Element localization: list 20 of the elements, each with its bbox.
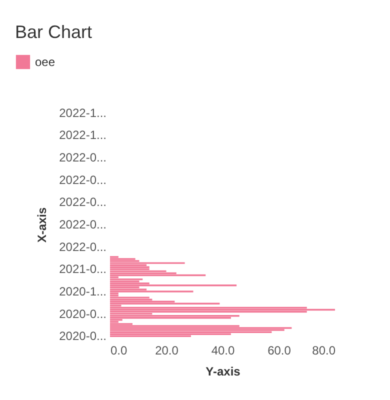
x-tick-label: 20.0 [155, 344, 179, 358]
y-tick-label: 2022-1... [59, 106, 106, 120]
x-tick-label: 0.0 [110, 344, 128, 358]
y-axis-title: X-axis [35, 207, 50, 243]
x-tick-label: 40.0 [211, 344, 235, 358]
x-axis-title: Y-axis [206, 364, 241, 378]
y-tick-label: 2020-0... [59, 306, 106, 321]
y-tick-label: 2020-1... [59, 284, 106, 298]
x-tick-label: 60.0 [268, 344, 292, 358]
y-tick-label: 2022-0... [59, 172, 106, 187]
x-tick-label: 80.0 [312, 344, 336, 358]
y-tick-label: 2022-0... [59, 240, 106, 254]
chart-title: Bar Chart [15, 22, 92, 42]
y-tick-label: 2022-0... [59, 195, 106, 210]
legend-label: oee [35, 55, 56, 69]
y-tick-label: 2021-0... [59, 262, 106, 276]
y-tick-label: 2022-1... [59, 128, 106, 142]
y-tick-label: 2022-0... [59, 150, 106, 165]
y-tick-label: 2020-0... [59, 329, 106, 344]
y-tick-label: 2022-0... [59, 218, 106, 232]
